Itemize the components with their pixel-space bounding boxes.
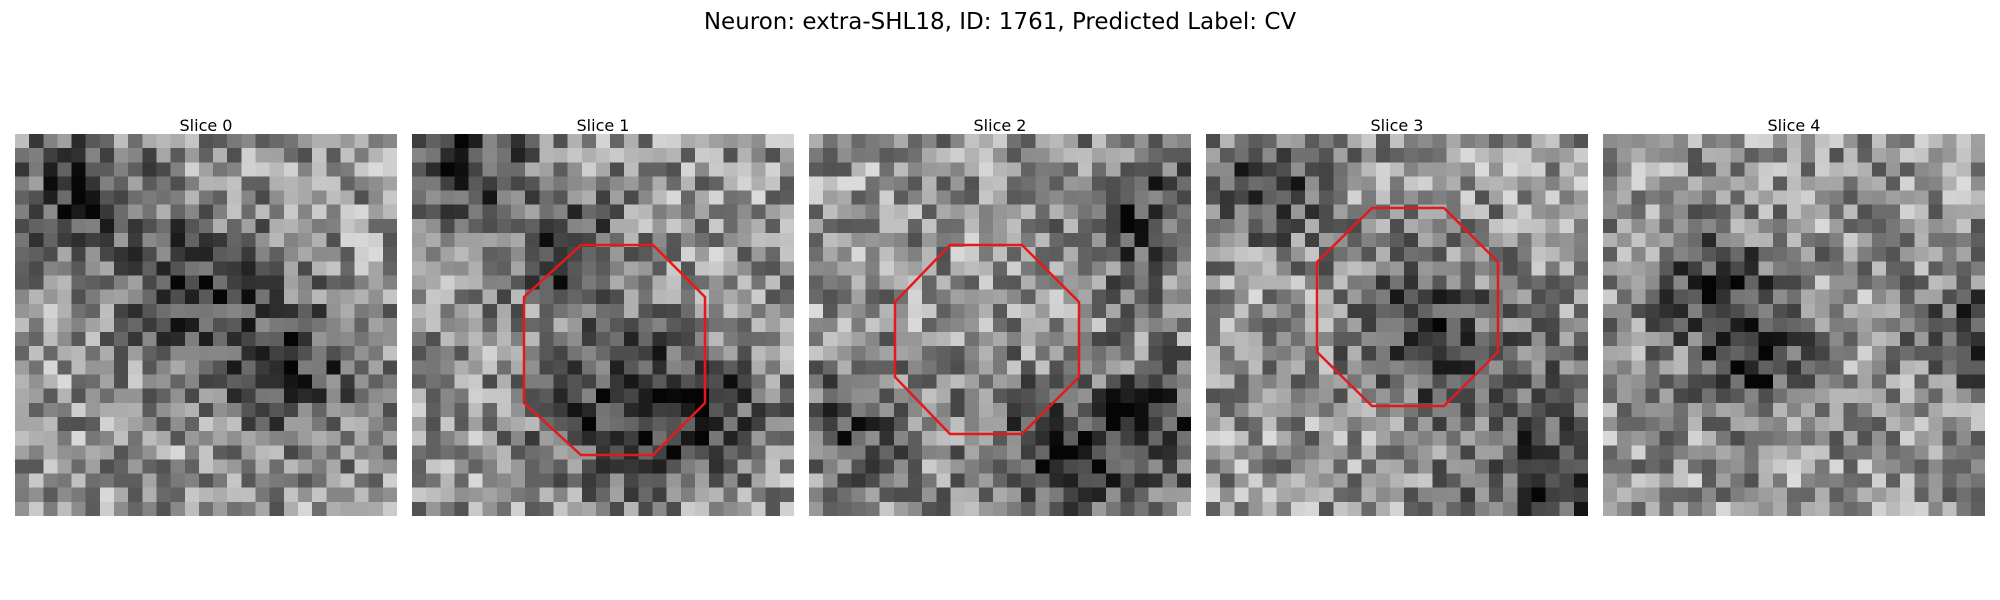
slice-image xyxy=(15,134,397,516)
roi-octagon xyxy=(522,243,707,457)
slice-panel-4: Slice 4 xyxy=(1603,116,1985,516)
slice-panel-2: Slice 2 xyxy=(809,116,1191,516)
slice-title: Slice 0 xyxy=(179,116,233,135)
figure-title: Neuron: extra-SHL18, ID: 1761, Predicted… xyxy=(703,9,1297,35)
slice-panel-1: Slice 1 xyxy=(412,116,794,516)
slice-title: Slice 2 xyxy=(973,116,1027,135)
slice-panel-3: Slice 3 xyxy=(1206,116,1588,516)
slice-image xyxy=(809,134,1191,516)
roi-octagon xyxy=(1315,206,1500,408)
slice-panel-0: Slice 0 xyxy=(15,116,397,516)
slice-title: Slice 3 xyxy=(1370,116,1424,135)
slice-image xyxy=(1206,134,1588,516)
slice-image xyxy=(412,134,794,516)
slice-title: Slice 4 xyxy=(1767,116,1821,135)
slice-image xyxy=(1603,134,1985,516)
slice-title: Slice 1 xyxy=(576,116,630,135)
roi-octagon xyxy=(893,243,1081,436)
